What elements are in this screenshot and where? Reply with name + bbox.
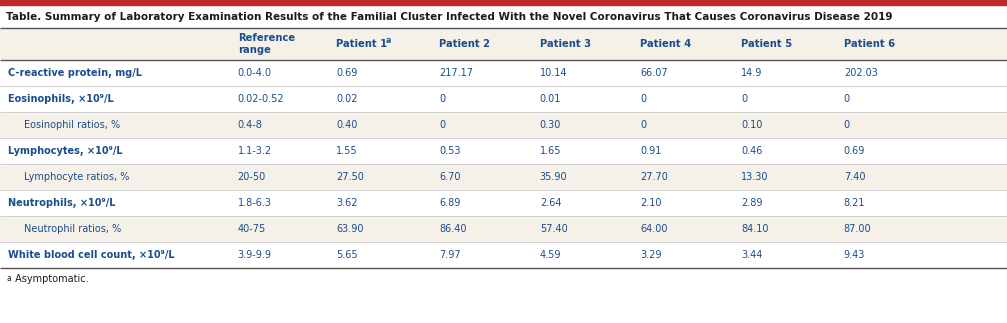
Text: 0: 0: [844, 120, 850, 130]
Text: 3.44: 3.44: [741, 250, 762, 260]
Text: Patient 2: Patient 2: [439, 39, 490, 49]
Text: 27.70: 27.70: [640, 172, 669, 182]
Text: White blood cell count, ×10⁹/L: White blood cell count, ×10⁹/L: [8, 250, 174, 260]
Text: 0.10: 0.10: [741, 120, 762, 130]
Text: 9.43: 9.43: [844, 250, 865, 260]
Text: 0: 0: [844, 94, 850, 104]
Text: 0.46: 0.46: [741, 146, 762, 156]
Text: Eosinophils, ×10⁹/L: Eosinophils, ×10⁹/L: [8, 94, 114, 104]
Text: 1.55: 1.55: [336, 146, 357, 156]
Text: 5.65: 5.65: [336, 250, 357, 260]
Text: 13.30: 13.30: [741, 172, 768, 182]
Text: 0.0-4.0: 0.0-4.0: [238, 68, 272, 78]
Text: Patient 6: Patient 6: [844, 39, 895, 49]
Text: 0.30: 0.30: [540, 120, 561, 130]
Text: 27.50: 27.50: [336, 172, 365, 182]
Text: 0.01: 0.01: [540, 94, 561, 104]
Text: C-reactive protein, mg/L: C-reactive protein, mg/L: [8, 68, 142, 78]
Bar: [0, 190, 1007, 216]
Text: 1.8-6.3: 1.8-6.3: [238, 198, 272, 208]
Bar: [0, 0, 1007, 5]
Text: 0.91: 0.91: [640, 146, 662, 156]
Text: 14.9: 14.9: [741, 68, 762, 78]
Text: Eosinophil ratios, %: Eosinophil ratios, %: [24, 120, 120, 130]
Text: 0.69: 0.69: [336, 68, 357, 78]
Text: 57.40: 57.40: [540, 224, 568, 234]
Text: 0.4-8: 0.4-8: [238, 120, 263, 130]
Text: a: a: [6, 274, 11, 283]
Text: Patient 5: Patient 5: [741, 39, 793, 49]
Text: 2.89: 2.89: [741, 198, 762, 208]
Text: Asymptomatic.: Asymptomatic.: [12, 274, 89, 284]
Text: 86.40: 86.40: [439, 224, 466, 234]
Text: 1.1-3.2: 1.1-3.2: [238, 146, 272, 156]
Text: Lymphocytes, ×10⁹/L: Lymphocytes, ×10⁹/L: [8, 146, 123, 156]
Text: 3.29: 3.29: [640, 250, 662, 260]
Text: Neutrophil ratios, %: Neutrophil ratios, %: [24, 224, 122, 234]
Text: 0: 0: [640, 94, 646, 104]
Bar: [0, 28, 1007, 268]
Text: 0.69: 0.69: [844, 146, 865, 156]
Text: Patient 4: Patient 4: [640, 39, 692, 49]
Text: Lymphocyte ratios, %: Lymphocyte ratios, %: [24, 172, 130, 182]
Text: Reference
range: Reference range: [238, 33, 295, 55]
Text: 64.00: 64.00: [640, 224, 668, 234]
Text: 66.07: 66.07: [640, 68, 668, 78]
Text: 2.10: 2.10: [640, 198, 662, 208]
Text: 4.59: 4.59: [540, 250, 561, 260]
Text: 0: 0: [741, 94, 747, 104]
Text: 6.89: 6.89: [439, 198, 460, 208]
Text: 0: 0: [640, 120, 646, 130]
Text: 84.10: 84.10: [741, 224, 768, 234]
Text: 40-75: 40-75: [238, 224, 266, 234]
Text: 0: 0: [439, 120, 445, 130]
Text: 0.53: 0.53: [439, 146, 460, 156]
Bar: [0, 138, 1007, 164]
Bar: [0, 60, 1007, 86]
Text: Table. Summary of Laboratory Examination Results of the Familial Cluster Infecte: Table. Summary of Laboratory Examination…: [6, 12, 892, 22]
Text: 2.64: 2.64: [540, 198, 561, 208]
Text: Neutrophils, ×10⁹/L: Neutrophils, ×10⁹/L: [8, 198, 116, 208]
Text: 7.97: 7.97: [439, 250, 460, 260]
Text: 6.70: 6.70: [439, 172, 460, 182]
Text: Patient 3: Patient 3: [540, 39, 591, 49]
Text: 20-50: 20-50: [238, 172, 266, 182]
Text: a: a: [385, 36, 391, 45]
Text: 217.17: 217.17: [439, 68, 473, 78]
Text: 7.40: 7.40: [844, 172, 865, 182]
Text: 1.65: 1.65: [540, 146, 561, 156]
Text: 8.21: 8.21: [844, 198, 865, 208]
Text: 3.62: 3.62: [336, 198, 357, 208]
Bar: [0, 86, 1007, 112]
Text: 63.90: 63.90: [336, 224, 364, 234]
Text: Patient 1: Patient 1: [336, 39, 388, 49]
Text: 0.02-0.52: 0.02-0.52: [238, 94, 284, 104]
Text: 3.9-9.9: 3.9-9.9: [238, 250, 272, 260]
Text: 35.90: 35.90: [540, 172, 567, 182]
Text: 202.03: 202.03: [844, 68, 878, 78]
Text: 0.40: 0.40: [336, 120, 357, 130]
Text: 0.02: 0.02: [336, 94, 357, 104]
Bar: [0, 242, 1007, 268]
Text: 10.14: 10.14: [540, 68, 567, 78]
Text: 0: 0: [439, 94, 445, 104]
Text: 87.00: 87.00: [844, 224, 871, 234]
